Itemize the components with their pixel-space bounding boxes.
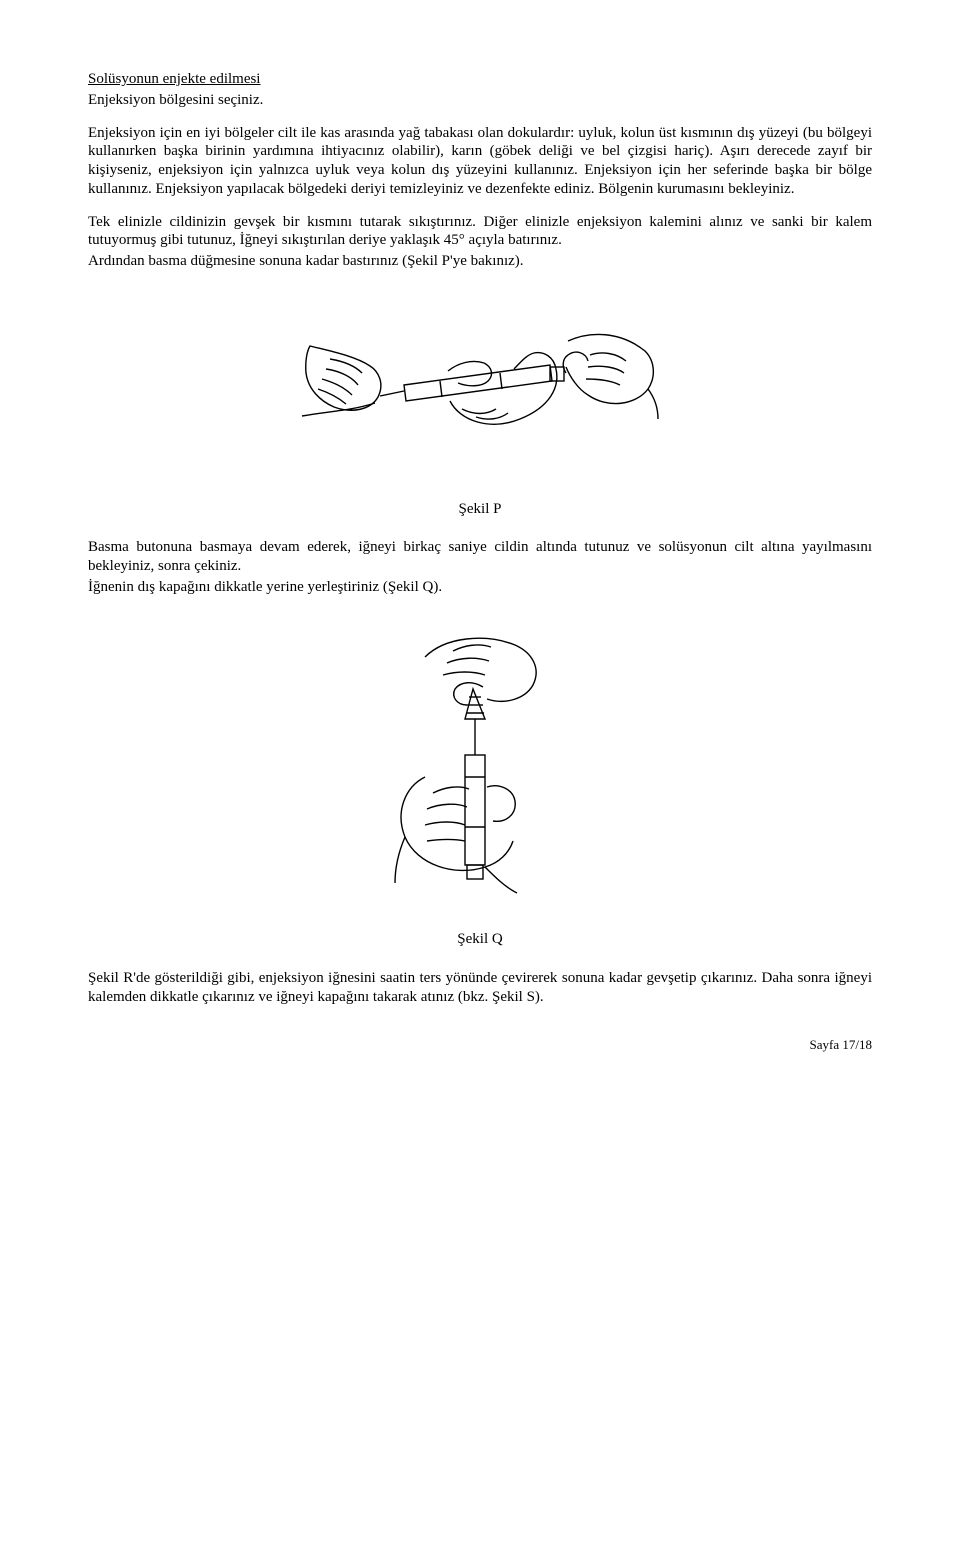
figure-q-caption: Şekil Q: [88, 930, 872, 949]
paragraph-remove-needle: Şekil R'de gösterildiği gibi, enjeksiyon…: [88, 969, 872, 1007]
paragraph-replace-cap: İğnenin dış kapağını dikkatle yerine yer…: [88, 578, 872, 597]
figure-p-container: Şekil P: [88, 301, 872, 519]
figure-p-caption: Şekil P: [88, 500, 872, 519]
paragraph-pinch-skin: Tek elinizle cildinizin gevşek bir kısmı…: [88, 213, 872, 251]
section-heading-line2: Enjeksiyon bölgesini seçiniz.: [88, 91, 872, 110]
page-number: Sayfa 17/18: [88, 1037, 872, 1053]
figure-q-container: Şekil Q: [88, 627, 872, 950]
paragraph-press-button: Ardından basma düğmesine sonuna kadar ba…: [88, 252, 872, 271]
needle-cap-icon: [365, 627, 595, 917]
section-heading-line1: Solüsyonun enjekte edilmesi: [88, 70, 872, 89]
paragraph-site-selection: Enjeksiyon için en iyi bölgeler cilt ile…: [88, 124, 872, 199]
paragraph-hold-needle: Basma butonuna basmaya devam ederek, iğn…: [88, 538, 872, 576]
injection-pen-icon: [300, 301, 660, 486]
